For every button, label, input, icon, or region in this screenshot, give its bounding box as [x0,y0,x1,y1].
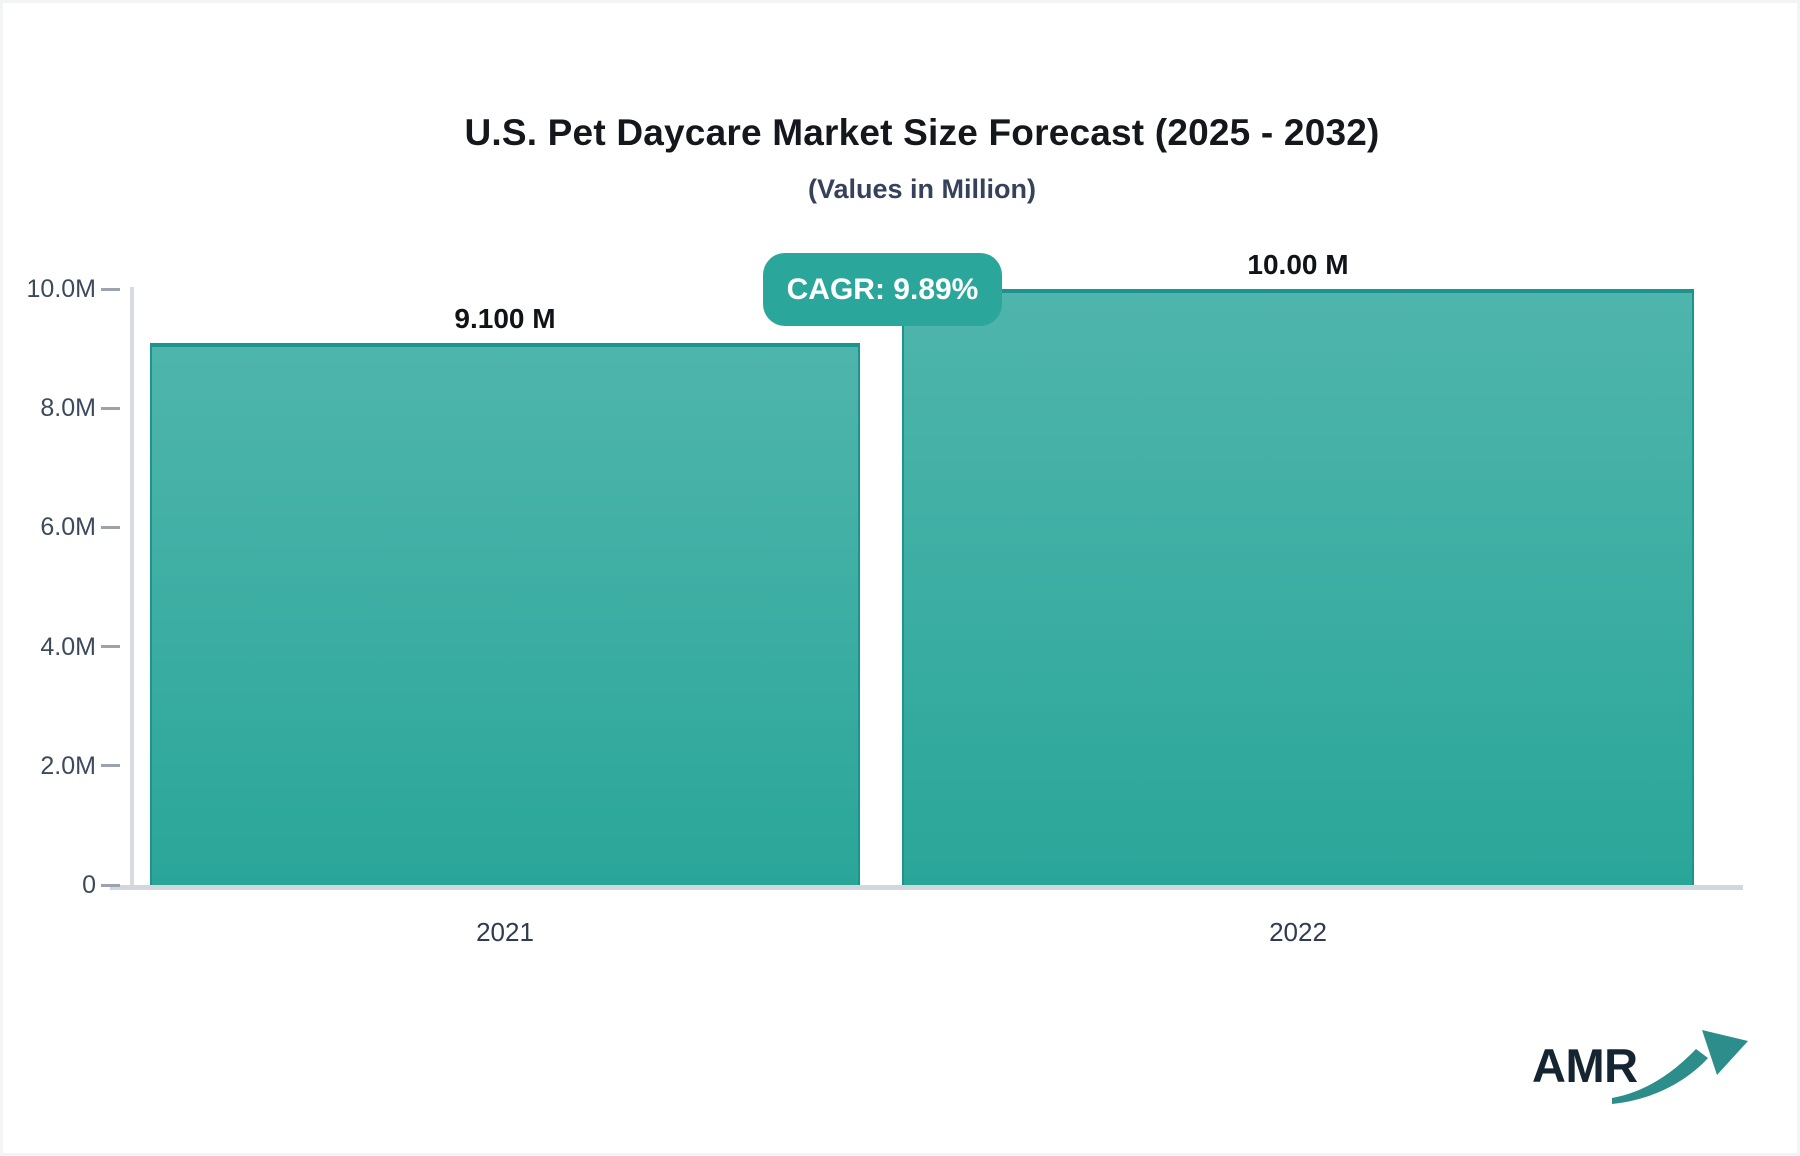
cagr-badge: CAGR: 9.89% [763,253,1002,326]
y-axis-tick-label: 8.0M [40,394,96,423]
amr-logo: AMR [1532,1030,1772,1124]
amr-logo-text: AMR [1532,1039,1638,1092]
growth-arrow-icon [1612,1030,1748,1104]
y-axis-tick-label: 2.0M [40,751,96,780]
y-axis-tick [101,883,120,887]
y-axis-tick-label: 0 [82,871,96,899]
bar-value-label: 10.00 M [1247,249,1349,280]
chart-subtitle: (Values in Million) [807,174,1037,204]
bar-value-label: 9.100 M [454,302,556,334]
y-axis-tick [101,645,120,649]
chart-title: U.S. Pet Daycare Market Size Forecast (2… [464,112,1380,153]
bar-2021[interactable] [150,342,860,885]
y-axis-tick-label: 6.0M [40,513,96,542]
x-axis-baseline [110,885,1743,890]
bar-2022[interactable] [902,289,1694,885]
y-axis-tick [101,287,120,291]
y-axis-line [130,287,134,889]
y-axis-tick [101,406,120,410]
x-axis-category-label: 2022 [1269,917,1327,947]
y-axis-tick-label: 10.0M [26,275,96,303]
x-axis-category-label: 2021 [476,917,534,947]
y-axis-tick-label: 4.0M [40,632,96,661]
y-axis-tick [101,525,120,529]
y-axis-tick [101,764,120,768]
